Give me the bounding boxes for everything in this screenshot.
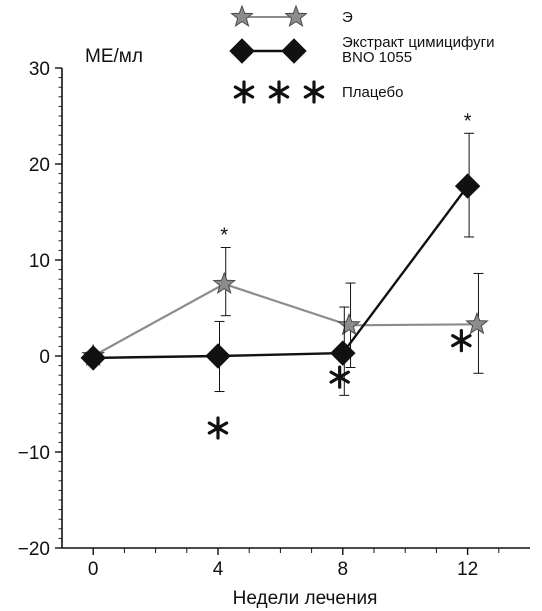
asterisk-marker [233,80,255,104]
asterisk-stroke [303,85,325,99]
significance-label: * [220,225,228,247]
y-tick-label: 0 [39,347,50,368]
asterisk-stroke [329,370,350,384]
y-tick-label: −20 [18,539,50,560]
y-tick-label: 30 [29,59,50,80]
asterisk-stroke [451,334,472,348]
legend-label: Экстракт цимицифуги BNO 1055 [342,34,495,66]
star-marker [465,311,489,335]
star-marker [337,312,361,336]
asterisk-stroke [233,85,255,99]
legend: Э Экстракт цимицифуги BNO 1055 Плацебо [229,4,495,104]
diamond-marker [330,340,356,366]
diamond-marker [229,38,255,64]
axes: −20 −10 0 10 20 30 0 4 8 12 [18,59,530,580]
diamond-marker [454,173,481,199]
asterisk-marker [207,416,229,440]
legend-label-line: Экстракт цимицифуги [342,34,495,51]
diamond-marker [80,345,106,371]
legend-label: Э [342,9,353,26]
diamond-marker [281,38,307,64]
series-star: * [81,225,489,374]
y-tick-label: 20 [29,155,50,176]
x-axis-label: Недели лечения [233,588,378,609]
x-tick-label: 12 [457,559,478,580]
x-tick-label: 4 [213,559,224,580]
asterisk-stroke [207,421,229,435]
asterisk-marker [268,80,290,104]
y-tick-label: 10 [29,251,50,272]
asterisk-marker [451,329,472,353]
series-asterisk [207,329,472,440]
x-tick-label: 0 [88,559,99,580]
star-marker [284,4,308,28]
y-tick-label: −10 [18,443,50,464]
asterisk-marker [329,365,350,389]
series-layer: ** [80,110,489,440]
series-line [92,282,478,357]
asterisk-marker [303,80,325,104]
x-tick-label: 8 [338,559,349,580]
star-marker [212,271,237,295]
legend-label: Плацебо [342,84,403,101]
diamond-marker [205,343,231,369]
y-axis-label: МЕ/мл [85,46,143,67]
star-marker [230,4,254,28]
series-diamond: * [80,110,481,396]
significance-label: * [464,110,472,132]
asterisk-stroke [268,85,290,99]
series-line [93,185,469,360]
legend-label-line: BNO 1055 [342,49,412,66]
